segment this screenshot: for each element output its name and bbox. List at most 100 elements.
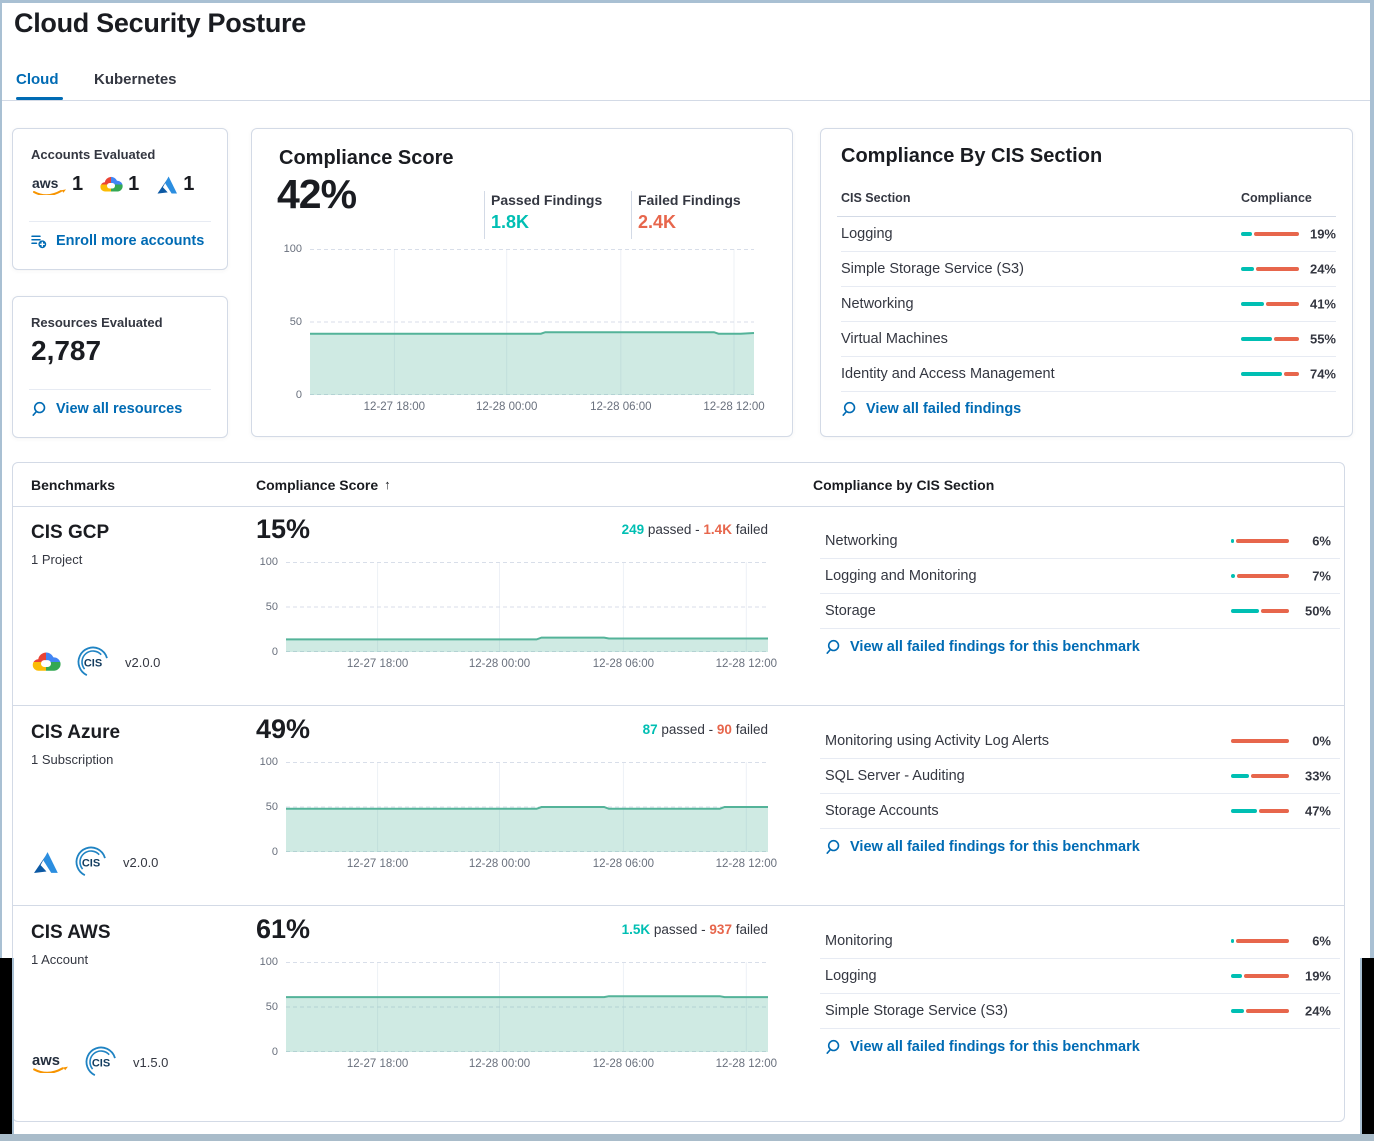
passed-findings-value: 1.8K [491, 212, 530, 232]
card-divider [29, 389, 211, 390]
compliance-percent: 19% [1309, 226, 1336, 242]
resources-count: 2,787 [31, 335, 102, 366]
compliance-percent: 55% [1309, 331, 1336, 347]
window-frame-left [0, 0, 2, 958]
benchmark-row-cis-aws: CIS AWS 1 Account v1.5.0 61% 1.5K passed… [13, 906, 1344, 1122]
window-frame-right [1370, 0, 1374, 958]
compliance-score-trend-chart: 0 50 100 12-27 18:00 12-28 00:00 12-28 06:00 1… [283, 242, 765, 414]
card-divider [29, 221, 211, 222]
compliance-percent: 24% [1309, 261, 1336, 277]
benchmark-logos: v2.0.0 [31, 644, 160, 680]
compliance-percent: 7% [1312, 568, 1331, 584]
aws-account-count: 1 [31, 173, 83, 196]
passed-failed-summary: 1.5K passed - 937 failed [621, 922, 768, 937]
letterbox-left [0, 958, 14, 1134]
benchmark-trend-chart: 0 50 100 12-27 18:00 12-28 00:00 12-28 06:00 1… [259, 555, 777, 671]
view-all-failed-findings-link[interactable]: View all failed findings [841, 401, 1021, 417]
azure-account-count: 1 [155, 173, 194, 196]
failed-findings-value: 2.4K [638, 212, 677, 232]
benchmark-version: v2.0.0 [123, 854, 159, 870]
benchmark-score: 49% [256, 714, 311, 744]
window-frame-bottom [0, 1134, 1374, 1141]
benchmark-version: v2.0.0 [125, 654, 161, 670]
page-title: Cloud Security Posture [14, 8, 306, 38]
compliance-distribution-bar [1241, 372, 1299, 376]
benchmark-cis-sections: Monitoring using Activity Log Alerts 0% … [808, 706, 1346, 905]
resources-evaluated-label: Resources Evaluated [31, 315, 163, 330]
failed-findings-label: Failed Findings [638, 192, 741, 208]
resources-evaluated-card: Resources Evaluated 2,787 View all resou… [12, 296, 228, 438]
accounts-provider-counts: 1 1 1 [31, 173, 194, 196]
letterbox-right [1360, 958, 1374, 1134]
enroll-more-accounts-link[interactable]: Enroll more accounts [31, 233, 204, 249]
compliance-score-card: Compliance Score 42% Passed Findings 1.8… [251, 128, 793, 437]
stat-divider [631, 191, 632, 239]
azure-icon [157, 176, 178, 193]
gcp-icon [31, 650, 61, 674]
view-failed-findings-benchmark-link[interactable]: View all failed findings for this benchm… [825, 839, 1140, 855]
benchmark-subtitle: 1 Account [31, 952, 89, 967]
compliance-by-cis-section-card: Compliance By CIS Section CIS Section Co… [820, 128, 1353, 437]
passed-findings-stat: Passed Findings 1.8K [491, 192, 602, 233]
compliance-distribution-bar [1231, 1009, 1289, 1013]
benchmark-version: v1.5.0 [133, 1054, 169, 1070]
aws-icon [31, 1052, 69, 1073]
benchmark-cis-sections: Networking 6% Logging and Monitoring 7% … [808, 506, 1346, 705]
gcp-icon [99, 175, 123, 194]
benchmark-trend-chart: 0 50 100 12-27 18:00 12-28 00:00 12-28 06:00 1… [259, 955, 777, 1071]
view-failed-findings-benchmark-link[interactable]: View all failed findings for this benchm… [825, 639, 1140, 655]
cis-section-row: Networking 41% [841, 287, 1336, 322]
table-header-border [837, 216, 1336, 217]
cis-section-row: SQL Server - Auditing 33% [820, 759, 1340, 794]
cis-section-card-title: Compliance By CIS Section [841, 145, 1103, 167]
compliance-distribution-bar [1241, 267, 1299, 271]
passed-findings-label: Passed Findings [491, 192, 603, 208]
compliance-percent: 41% [1309, 296, 1336, 312]
view-all-resources-link[interactable]: View all resources [31, 401, 182, 417]
compliance-distribution-bar [1241, 302, 1299, 306]
tab-kubernetes[interactable]: Kubernetes [94, 71, 177, 88]
compliance-column-header: Compliance [1241, 191, 1312, 205]
search-icon [842, 401, 856, 417]
compliance-percent: 6% [1312, 533, 1331, 549]
compliance-score-value: 42% [277, 171, 357, 217]
cis-section-row: Logging and Monitoring 7% [820, 559, 1340, 594]
benchmark-name: CIS AWS [31, 922, 111, 943]
cis-section-row: Storage 50% [820, 594, 1340, 629]
benchmark-name: CIS Azure [31, 722, 121, 743]
compliance-percent: 50% [1304, 603, 1331, 619]
compliance-percent: 74% [1309, 366, 1336, 382]
compliance-distribution-bar [1231, 609, 1289, 613]
cis-section-row: Logging 19% [820, 959, 1340, 994]
azure-icon [34, 851, 58, 873]
cis-section-row: Simple Storage Service (S3) 24% [820, 994, 1340, 1029]
search-icon [826, 839, 840, 855]
cis-logo-icon [83, 1044, 119, 1080]
table-header-border [13, 506, 1344, 507]
benchmarks-column-header: Benchmarks [31, 476, 116, 493]
sort-ascending-icon: ↑ [384, 477, 391, 492]
compliance-percent: 19% [1304, 968, 1331, 984]
cis-logo-icon [73, 844, 109, 880]
cis-section-row: Networking 6% [820, 524, 1340, 559]
benchmark-logos: v2.0.0 [31, 844, 158, 880]
active-tab-underline [16, 97, 63, 100]
search-icon [826, 1039, 840, 1054]
view-failed-findings-benchmark-link[interactable]: View all failed findings for this benchm… [825, 1039, 1140, 1055]
tabs-divider [0, 100, 1374, 101]
compliance-distribution-bar [1231, 974, 1289, 978]
compliance-score-column-header[interactable]: Compliance Score ↑ [256, 476, 391, 493]
benchmarks-table: Benchmarks Compliance Score ↑ Compliance… [12, 462, 1345, 1122]
cis-section-row: Simple Storage Service (S3) 24% [841, 252, 1336, 287]
cis-section-column-header: CIS Section [841, 191, 911, 205]
tab-cloud[interactable]: Cloud [16, 71, 59, 88]
compliance-distribution-bar [1231, 739, 1289, 743]
compliance-distribution-bar [1231, 574, 1289, 578]
compliance-percent: 0% [1312, 733, 1331, 749]
benchmark-subtitle: 1 Project [31, 552, 83, 567]
passed-failed-summary: 87 passed - 90 failed [642, 722, 768, 737]
benchmark-logos: v1.5.0 [31, 1044, 168, 1080]
compliance-percent: 47% [1304, 803, 1331, 819]
stat-divider [484, 191, 485, 239]
compliance-distribution-bar [1231, 774, 1289, 778]
